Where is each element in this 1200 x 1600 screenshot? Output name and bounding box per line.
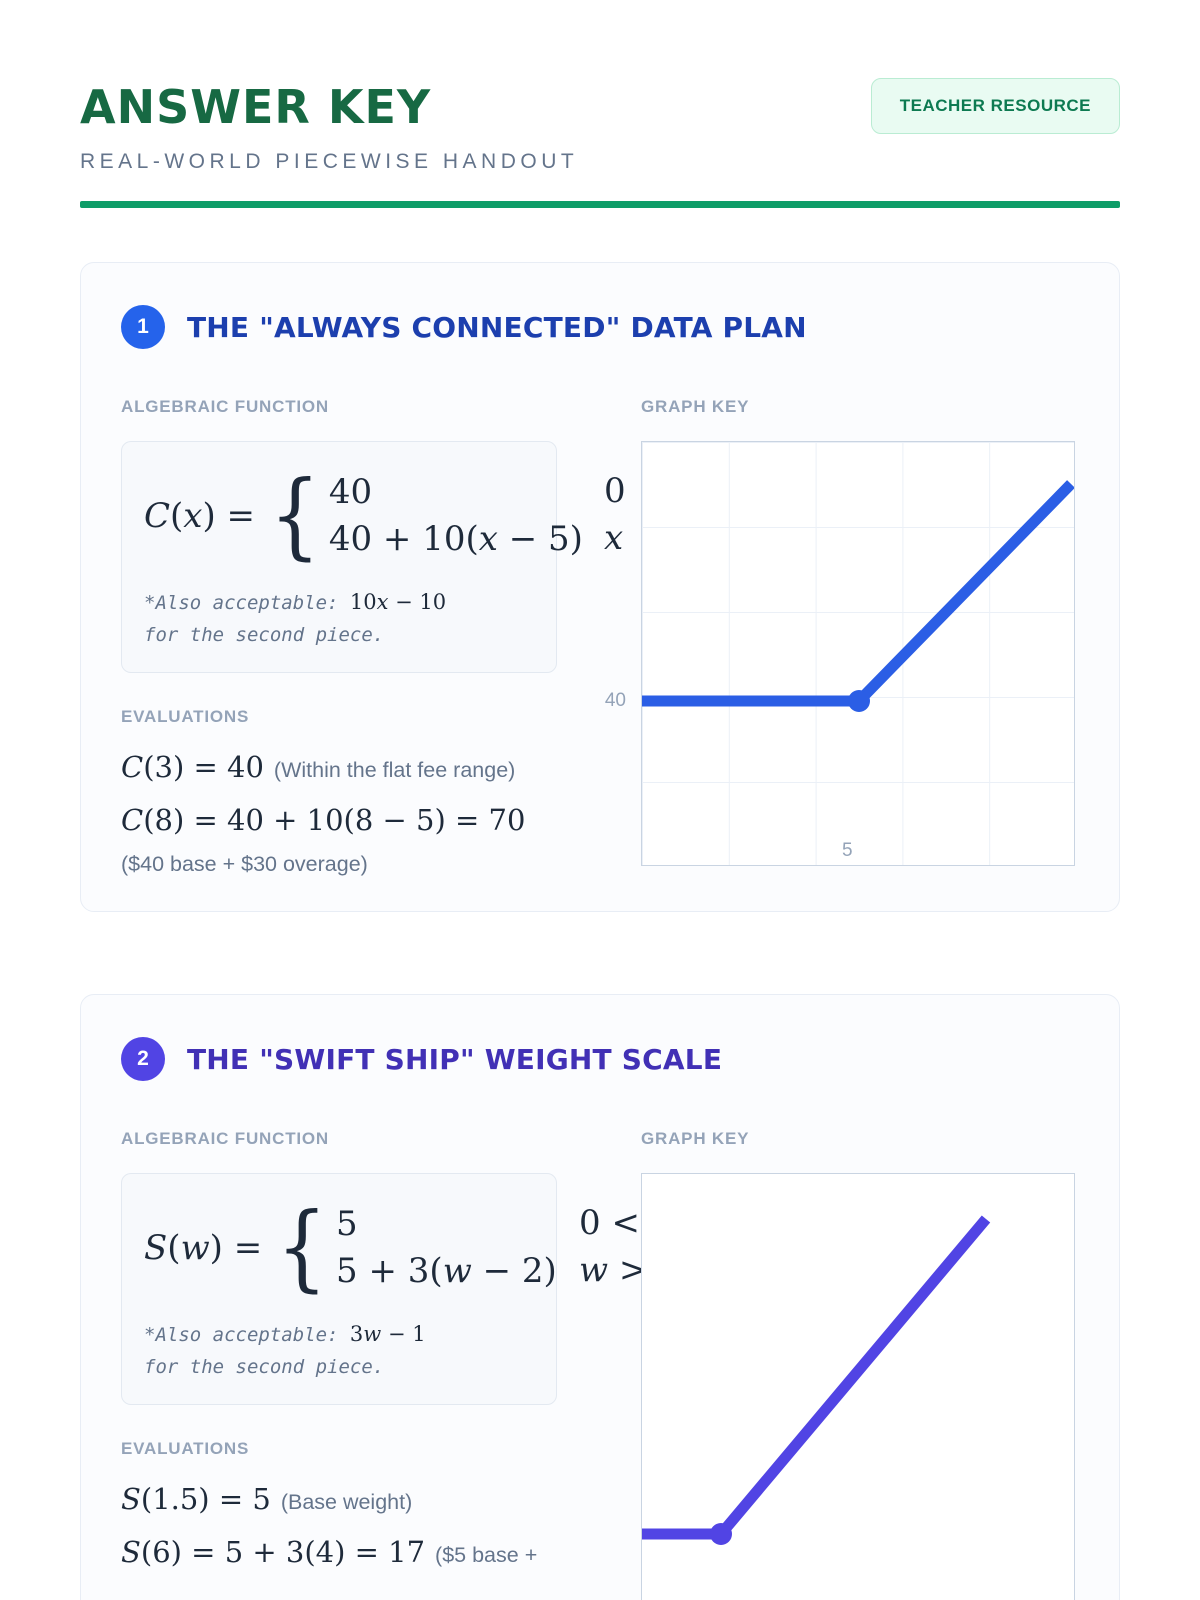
formula-pieces: 5 5 + 3(w − 2): [336, 1201, 557, 1295]
function-box: S(w) = { 5 5 + 3(w − 2) 0 < w > *Also ac…: [121, 1173, 647, 1405]
piecewise-brace: {: [276, 1192, 328, 1302]
evaluation-line: S(1.5) = 5 (Base weight): [121, 1481, 557, 1520]
piecewise-formula: C(x) = { 40 40 + 10(x − 5): [144, 460, 583, 572]
evaluation-note: ($40 base + $30 overage): [121, 852, 368, 876]
formula-piece-1: 40: [328, 472, 373, 512]
condition-2-fragment: w >: [579, 1250, 648, 1290]
evaluations-section: EVALUATIONS C(3) = 40 (Within the flat fe…: [121, 707, 557, 882]
breakpoint-dot: [848, 690, 870, 712]
document-header: ANSWER KEY REAL-WORLD PIECEWISE HANDOUT …: [80, 78, 1120, 208]
evaluations-label: EVALUATIONS: [121, 707, 250, 726]
card-number-badge: 1: [121, 305, 165, 349]
card-columns: ALGEBRAIC FUNCTION S(w) = { 5 5 + 3(w − …: [121, 1129, 1079, 1600]
function-box: C(x) = { 40 40 + 10(x − 5) 0 x *Also acc…: [121, 441, 626, 673]
page-subtitle: REAL-WORLD PIECEWISE HANDOUT: [80, 150, 579, 173]
evaluation-math: S(1.5) = 5: [121, 1482, 271, 1516]
piecewise-line-chart: [642, 480, 1074, 712]
condition-1-fragment: 0 <: [579, 1203, 640, 1243]
condition-2-fragment: x: [604, 518, 624, 558]
teacher-note: *Also acceptable: 3w − 1 for the second …: [144, 1318, 534, 1382]
card-header: 1 THE "ALWAYS CONNECTED" DATA PLAN: [121, 305, 1079, 349]
note-prefix: *Also acceptable:: [144, 592, 350, 614]
card-title: THE "ALWAYS CONNECTED" DATA PLAN: [187, 310, 807, 344]
algebraic-function-label: ALGEBRAIC FUNCTION: [121, 1129, 329, 1148]
evaluation-math: S(6) = 5 + 3(4) = 17: [121, 1535, 426, 1569]
card-header: 2 THE "SWIFT SHIP" WEIGHT SCALE: [121, 1037, 1079, 1081]
graph-panel: [641, 1173, 1075, 1600]
page-title: ANSWER KEY: [80, 80, 432, 134]
note-math: 3w − 1: [349, 1322, 426, 1346]
evaluation-line: S(6) = 5 + 3(4) = 17 ($5 base +: [121, 1534, 557, 1573]
formula-conditions-clipped: 0 < w >: [579, 1200, 647, 1294]
evaluation-line: C(8) = 40 + 10(8 − 5) = 70 ($40 base + $3…: [121, 802, 557, 882]
card-columns: ALGEBRAIC FUNCTION C(x) = { 40 40 + 10(x…: [121, 397, 1079, 882]
evaluation-math: C(8) = 40 + 10(8 − 5) = 70: [121, 803, 526, 837]
formula-piece-1: 5: [336, 1204, 358, 1244]
note-suffix: for the second piece.: [144, 623, 385, 646]
card-number-badge: 2: [121, 1037, 165, 1081]
graph-column: GRAPH KEY: [641, 1129, 1075, 1600]
evaluations-section: EVALUATIONS S(1.5) = 5 (Base weight) S(6)…: [121, 1439, 557, 1573]
y-axis-label: 40: [604, 690, 626, 711]
note-suffix: for the second piece.: [144, 1355, 385, 1378]
formula-lhs: S(w) =: [144, 1228, 263, 1268]
header-divider: [80, 201, 1120, 208]
problem-card-weight-scale: 2 THE "SWIFT SHIP" WEIGHT SCALE ALGEBRAI…: [80, 994, 1120, 1600]
evaluation-note: (Within the flat fee range): [273, 758, 516, 782]
formula-piece-2: 40 + 10(x − 5): [328, 519, 583, 559]
evaluation-math: C(3) = 40: [121, 750, 264, 784]
piecewise-line-chart: [642, 1215, 991, 1545]
graph-panel: 40 5: [605, 441, 1075, 866]
formula-lhs: C(x) =: [144, 496, 256, 536]
evaluation-note: (Base weight): [280, 1490, 413, 1514]
note-prefix: *Also acceptable:: [144, 1324, 350, 1346]
formula-piece-2: 5 + 3(w − 2): [336, 1251, 557, 1291]
note-math: 10x − 10: [349, 590, 447, 614]
graph-key-label: GRAPH KEY: [641, 1129, 750, 1148]
evaluation-note: ($5 base +: [435, 1543, 538, 1567]
evaluation-line: C(3) = 40 (Within the flat fee range): [121, 749, 557, 788]
piecewise-formula: S(w) = { 5 5 + 3(w − 2): [144, 1192, 557, 1304]
function-column: ALGEBRAIC FUNCTION S(w) = { 5 5 + 3(w − …: [121, 1129, 647, 1600]
teacher-note: *Also acceptable: 10x − 10 for the secon…: [144, 586, 534, 650]
graph-key-label: GRAPH KEY: [641, 397, 750, 416]
function-line: [642, 480, 1074, 707]
evaluations-label: EVALUATIONS: [121, 1439, 250, 1458]
formula-pieces: 40 40 + 10(x − 5): [329, 469, 583, 563]
teacher-resource-badge: TEACHER RESOURCE: [870, 78, 1120, 134]
problem-card-data-plan: 1 THE "ALWAYS CONNECTED" DATA PLAN ALGEB…: [80, 262, 1120, 912]
x-tick-label: 5: [842, 840, 853, 861]
card-title: THE "SWIFT SHIP" WEIGHT SCALE: [187, 1042, 723, 1076]
function-column: ALGEBRAIC FUNCTION C(x) = { 40 40 + 10(x…: [121, 397, 626, 882]
graph-column: GRAPH KEY 40 5: [605, 397, 1075, 882]
condition-1-fragment: 0: [604, 471, 626, 511]
breakpoint-dot: [710, 1523, 732, 1545]
piecewise-brace: {: [269, 460, 321, 570]
formula-conditions-clipped: 0 x: [604, 468, 626, 562]
algebraic-function-label: ALGEBRAIC FUNCTION: [121, 397, 329, 416]
function-line: [642, 1215, 991, 1540]
